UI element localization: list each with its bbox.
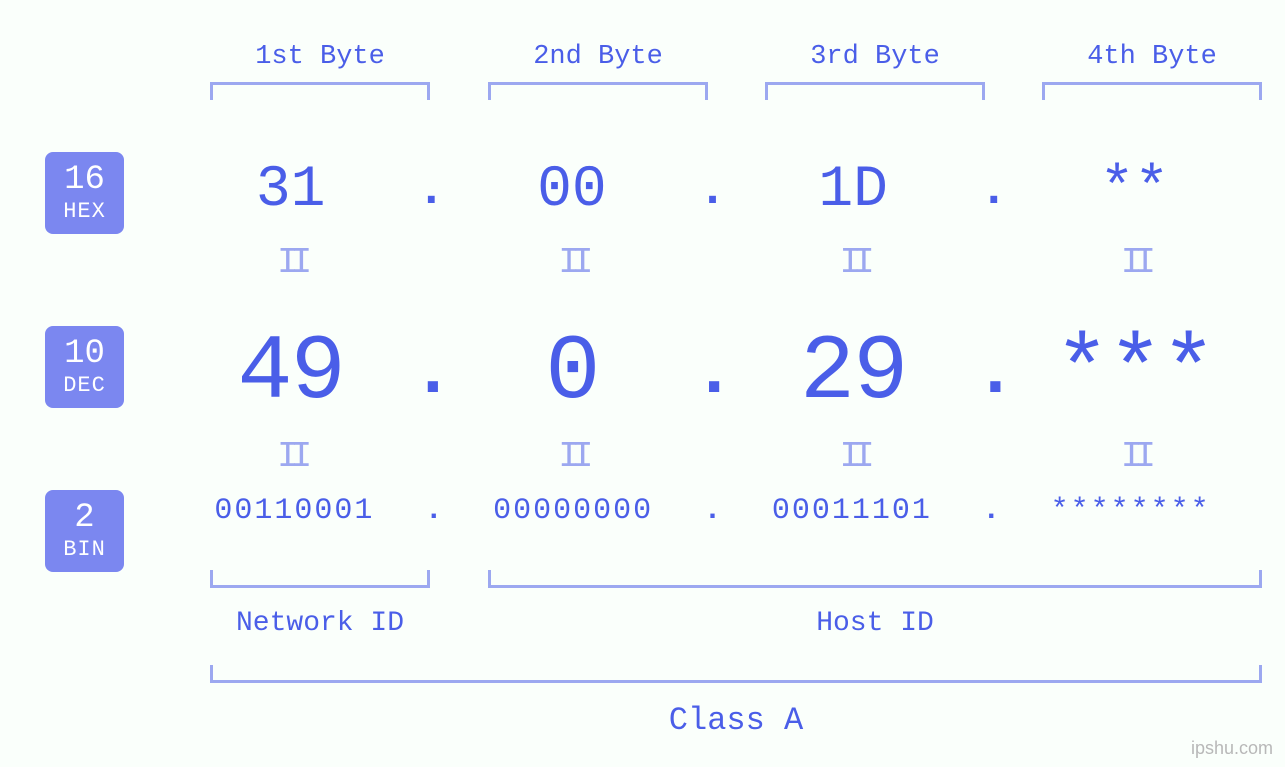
byte-header-3: 3rd Byte: [765, 42, 985, 72]
eq-icon: II: [733, 242, 974, 283]
hex-byte-4: **: [1014, 158, 1255, 223]
bin-row: 00110001 . 00000000 . 00011101 . *******…: [170, 494, 1255, 528]
byte-header-1: 1st Byte: [210, 42, 430, 72]
dec-byte-4: ***: [1014, 320, 1255, 425]
top-bracket-2: [488, 82, 708, 100]
eq-icon: II: [170, 436, 411, 477]
network-id-label: Network ID: [210, 608, 430, 639]
dec-dot-3: .: [974, 332, 1014, 414]
class-label: Class A: [210, 702, 1262, 739]
bin-dot-2: .: [698, 494, 728, 528]
dec-dot-2: .: [693, 332, 733, 414]
badge-hex-num: 16: [45, 162, 124, 199]
hex-dot-1: .: [411, 164, 451, 218]
hex-byte-2: 00: [451, 158, 692, 223]
eq-icon: II: [451, 242, 692, 283]
eq-icon: II: [170, 242, 411, 283]
hex-dot-2: .: [693, 164, 733, 218]
dec-byte-1: 49: [170, 320, 411, 425]
ip-diagram: 1st Byte 2nd Byte 3rd Byte 4th Byte 16 H…: [0, 0, 1285, 767]
host-id-bracket: [488, 570, 1262, 588]
top-bracket-4: [1042, 82, 1262, 100]
badge-bin-label: BIN: [45, 538, 124, 562]
bin-byte-4: ********: [1006, 494, 1255, 528]
hex-byte-1: 31: [170, 158, 411, 223]
byte-header-2: 2nd Byte: [488, 42, 708, 72]
hex-dot-3: .: [974, 164, 1014, 218]
eq-icon: II: [1014, 242, 1255, 283]
eq-icon: II: [451, 436, 692, 477]
bin-byte-2: 00000000: [449, 494, 698, 528]
byte-header-4: 4th Byte: [1042, 42, 1262, 72]
badge-hex-label: HEX: [45, 200, 124, 224]
dec-row: 49 . 0 . 29 . ***: [170, 320, 1255, 425]
equals-row-1: II II II II: [170, 242, 1255, 283]
network-id-bracket: [210, 570, 430, 588]
bin-dot-1: .: [419, 494, 449, 528]
dec-byte-2: 0: [451, 320, 692, 425]
badge-dec-num: 10: [45, 336, 124, 373]
host-id-label: Host ID: [488, 608, 1262, 639]
dec-byte-3: 29: [733, 320, 974, 425]
top-bracket-1: [210, 82, 430, 100]
hex-row: 31 . 00 . 1D . **: [170, 158, 1255, 223]
bin-byte-1: 00110001: [170, 494, 419, 528]
dec-dot-1: .: [411, 332, 451, 414]
badge-hex: 16 HEX: [45, 152, 124, 234]
badge-dec: 10 DEC: [45, 326, 124, 408]
badge-bin-num: 2: [45, 500, 124, 537]
equals-row-2: II II II II: [170, 436, 1255, 477]
bin-dot-3: .: [976, 494, 1006, 528]
watermark: ipshu.com: [1191, 738, 1273, 759]
class-bracket: [210, 665, 1262, 683]
badge-bin: 2 BIN: [45, 490, 124, 572]
top-bracket-3: [765, 82, 985, 100]
eq-icon: II: [1014, 436, 1255, 477]
hex-byte-3: 1D: [733, 158, 974, 223]
bin-byte-3: 00011101: [728, 494, 977, 528]
eq-icon: II: [733, 436, 974, 477]
badge-dec-label: DEC: [45, 374, 124, 398]
